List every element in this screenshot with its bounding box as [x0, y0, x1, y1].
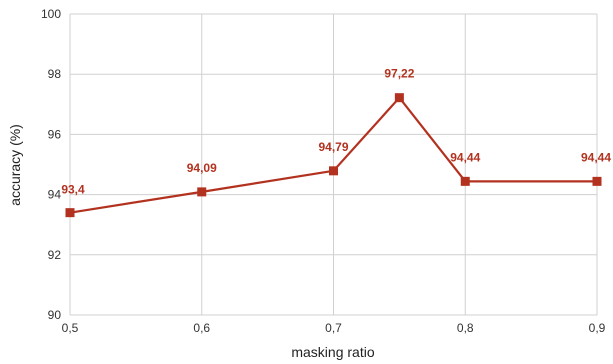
data-label: 94,09 [187, 161, 217, 175]
data-label: 94,44 [450, 150, 480, 164]
data-label: 94,44 [581, 150, 611, 164]
data-point-marker [394, 93, 404, 103]
data-point-marker [592, 176, 602, 186]
data-point-marker [65, 208, 75, 218]
x-tick-label: 0,9 [589, 321, 606, 335]
data-point-marker [460, 176, 470, 186]
data-labels: 93,4 94,09 94,79 97,22 94,44 94,44 [61, 67, 611, 197]
y-axis-title: accuracy (%) [7, 124, 23, 206]
x-axis-title: masking ratio [291, 344, 374, 360]
data-point-marker [197, 187, 207, 197]
y-tick-label: 96 [48, 127, 62, 141]
y-tick-label: 92 [48, 248, 62, 262]
x-tick-label: 0,7 [325, 321, 342, 335]
grid [69, 13, 598, 316]
x-tick-label: 0,6 [193, 321, 210, 335]
data-label: 97,22 [384, 67, 414, 81]
data-label: 93,4 [61, 183, 85, 197]
data-label: 94,79 [318, 140, 348, 154]
y-tick-label: 90 [48, 308, 62, 322]
x-tick-label: 0,5 [62, 321, 79, 335]
series [65, 93, 602, 218]
x-tick-label: 0,8 [457, 321, 474, 335]
y-tick-label: 100 [41, 7, 61, 21]
data-point-marker [329, 166, 338, 176]
y-tick-label: 94 [48, 188, 62, 202]
axes: 90 92 94 96 98 100 0,5 0,6 0,7 0,8 0,9 [41, 7, 606, 335]
series-line [69, 96, 597, 214]
y-tick-label: 98 [48, 67, 62, 81]
